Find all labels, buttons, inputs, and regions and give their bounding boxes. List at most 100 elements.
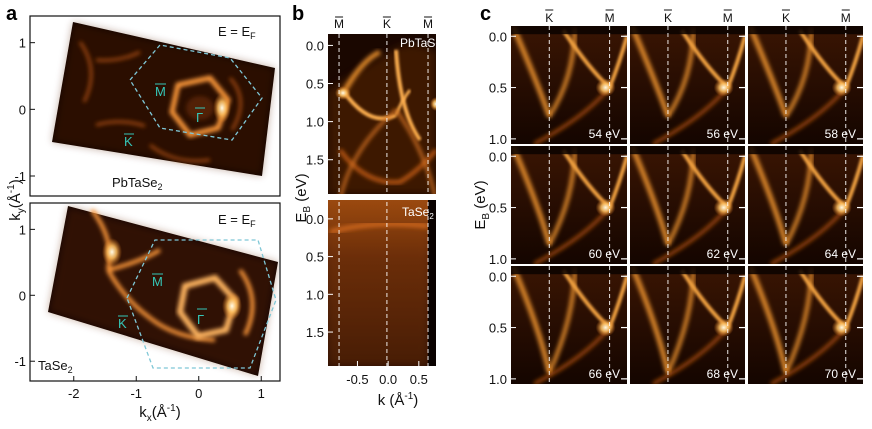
tase-k-label: K <box>118 316 127 331</box>
c-symmetry-label: M <box>841 11 851 25</box>
b-ytick-label: 0.5 <box>306 77 324 92</box>
c-above-ef <box>748 146 863 155</box>
c-photon-energy-label: 64 eV <box>825 247 856 261</box>
c-cut-panel: 68 eV <box>630 266 745 384</box>
c-above-ef <box>748 266 863 275</box>
c-m-spot <box>831 78 852 97</box>
c-m-spot <box>831 198 852 217</box>
c-band <box>630 26 671 118</box>
c-band <box>748 146 789 246</box>
c-symmetry-label: M <box>723 11 733 25</box>
c-above-ef <box>630 26 745 35</box>
c-band <box>511 146 552 246</box>
pbtase-k-label: K <box>124 134 133 149</box>
panel-b-xlabel: k (Å-1) <box>378 391 419 409</box>
pbtase-fermi-map: Γ M K <box>52 22 275 176</box>
pbtase-bz-hexagon <box>129 44 263 141</box>
b-xtick-label: 0.0 <box>379 372 397 387</box>
c-ytick-label: 1.0 <box>489 372 507 387</box>
a-ytick-label: 0 <box>19 288 26 303</box>
c-cut-panel: 70 eV <box>748 266 863 384</box>
panel-c-grid: K M K M K M 54 eV 56 eV 58 eV 0.0 0.5 1.0 60 eV 62 eV… <box>489 9 863 387</box>
b-symmetry-label: M <box>334 17 344 31</box>
c-above-ef <box>748 26 863 35</box>
c-above-ef <box>511 146 627 155</box>
panel-a-xlabel: kx(Å-1) <box>139 403 180 424</box>
c-band <box>748 266 789 374</box>
c-ytick-label: 0.0 <box>489 149 507 164</box>
tase-arpes-cut <box>328 200 436 366</box>
tase-sample-label: TaSe2 <box>38 358 73 375</box>
c-ytick-label: 0.0 <box>489 269 507 284</box>
panel-a-ylabel: ky(Å-1) <box>6 179 27 220</box>
c-cut-panel: 66 eV <box>511 266 627 384</box>
b-ytick-label: 1.0 <box>306 287 324 302</box>
c-m-spot <box>831 318 852 337</box>
b-ytick-label: 0.5 <box>306 250 324 265</box>
tase-fermi-map: Γ M K <box>48 206 278 376</box>
panel-c-letter: c <box>480 3 491 25</box>
a-xtick-label: -1 <box>130 386 142 401</box>
panel-a-axes: 1 0 -1 1 0 -1 -2 -1 0 1 <box>14 36 264 401</box>
c-cut-panel: 54 eV <box>511 26 627 144</box>
c-ytick-label: 0.0 <box>489 29 507 44</box>
a-xtick-label: 1 <box>258 386 265 401</box>
c-band <box>630 266 671 374</box>
c-m-spot <box>713 318 734 337</box>
c-band <box>547 268 577 374</box>
c-cut-panel: 62 eV <box>630 146 745 264</box>
c-band <box>784 268 814 374</box>
c-m-spot <box>595 198 616 217</box>
b-xtick-label: -0.5 <box>346 372 368 387</box>
c-m-spot <box>713 198 734 217</box>
a-xtick-label: -2 <box>68 386 80 401</box>
pbtase-energy-label: E = EF <box>218 24 256 41</box>
b-symmetry-label: K <box>383 17 391 31</box>
a-xtick-label: 0 <box>195 386 202 401</box>
b-ytick-label: 1.5 <box>306 153 324 168</box>
a-ytick-label: 1 <box>19 36 26 51</box>
b-ytick-label: 0.0 <box>306 212 324 227</box>
c-band <box>511 26 552 118</box>
pbtase-m-label: M <box>155 84 166 99</box>
c-m-spot <box>595 78 616 97</box>
a-ytick-label: -1 <box>14 169 26 184</box>
c-ytick-label: 1.0 <box>489 252 507 267</box>
c-band <box>784 148 814 246</box>
tase-gamma-label: Γ <box>197 312 204 327</box>
c-symmetry-label: K <box>664 11 672 25</box>
c-m-spot <box>713 78 734 97</box>
b-xtick-label: 0.5 <box>410 372 428 387</box>
c-symmetry-label: M <box>605 11 615 25</box>
c-band <box>666 268 696 374</box>
c-ytick-label: 0.5 <box>489 321 507 336</box>
c-cut-panel: 64 eV <box>748 146 863 264</box>
c-m-spot <box>595 318 616 337</box>
c-above-ef <box>511 26 627 35</box>
c-band <box>547 148 577 246</box>
tase-m-label: M <box>152 274 163 289</box>
panel-c-ylabel: EB (eV) <box>472 180 492 229</box>
c-band <box>630 146 671 246</box>
tase-cut-label: TaSe2 <box>402 205 434 221</box>
c-cut-panel: 56 eV <box>630 26 745 144</box>
c-ytick-label: 0.5 <box>489 81 507 96</box>
panel-b-axes: M K M 0.0 0.5 1.0 1.5 0.0 0.5 1.0 1.5 -0.5 0.0 0.5 <box>306 16 433 387</box>
b-ytick-label: 0.0 <box>306 38 324 53</box>
c-ytick-label: 1.0 <box>489 132 507 147</box>
c-photon-energy-label: 56 eV <box>707 127 738 141</box>
c-band <box>547 28 577 118</box>
tase-bz-hexagon <box>126 239 277 369</box>
panel-a-letter: a <box>6 3 18 25</box>
c-photon-energy-label: 60 eV <box>589 247 620 261</box>
c-band <box>666 28 696 118</box>
c-symmetry-label: K <box>545 11 553 25</box>
c-band <box>784 28 814 118</box>
b-symmetry-label: M <box>423 17 433 31</box>
c-photon-energy-label: 68 eV <box>707 367 738 381</box>
c-cut-panel: 58 eV <box>748 26 863 144</box>
a-ytick-label: 0 <box>19 102 26 117</box>
a-ytick-label: 1 <box>19 222 26 237</box>
b-ytick-label: 1.0 <box>306 115 324 130</box>
pbtase-cut-label: PbTaSe2 <box>400 36 447 52</box>
